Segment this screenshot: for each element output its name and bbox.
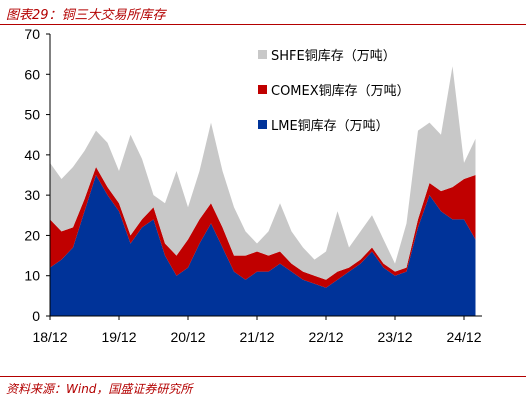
x-tick-label: 20/12 [170,329,205,345]
shfe-area [50,66,476,280]
x-tick-label: 24/12 [446,329,481,345]
y-tick-label: 40 [24,147,40,163]
x-tick-label: 23/12 [377,329,412,345]
figure-source: 资料来源：Wind，国盛证券研究所 [6,382,193,396]
y-tick-label: 20 [24,227,40,243]
y-tick-label: 50 [24,107,40,123]
comex-legend-swatch [258,85,267,94]
y-tick-label: 70 [24,26,40,42]
y-tick-label: 10 [24,268,40,284]
x-tick-label: 18/12 [32,329,67,345]
comex-area [50,166,476,288]
comex-legend-label: COMEX铜库存（万吨） [271,83,410,99]
lme-legend-swatch [258,120,267,129]
x-tick-label: 22/12 [308,329,343,345]
shfe-legend-swatch [258,50,267,59]
lme-legend-label: LME铜库存（万吨） [271,118,389,134]
y-tick-label: 60 [24,66,40,82]
axes: 0 10 20 30 40 50 60 70 18/12 19/12 20/12 21/12 22/12… [24,26,482,345]
figure-title: 图表29：铜三大交易所库存 [6,8,166,23]
x-tick-label: 21/12 [239,329,274,345]
x-tick-label: 19/12 [101,329,136,345]
shfe-legend-label: SHFE铜库存（万吨） [271,48,396,64]
lme-area [50,175,476,316]
series-areas [50,66,476,316]
y-tick-label: 30 [24,187,40,203]
title-divider [0,24,526,25]
y-tick-label: 0 [32,308,40,324]
source-divider [0,376,526,377]
legend: SHFE铜库存（万吨） COMEX铜库存（万吨） LME铜库存（万吨） [258,48,410,134]
